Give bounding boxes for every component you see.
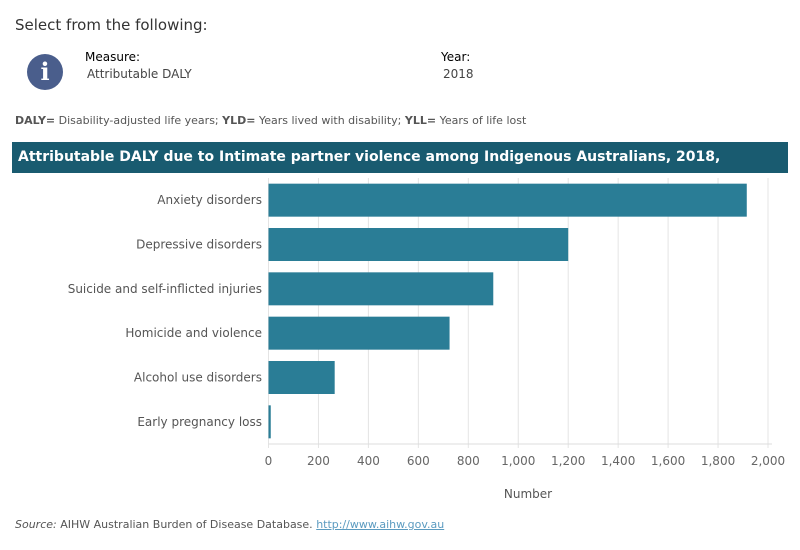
x-tick-label: 1,400	[601, 454, 635, 468]
chart-title: Attributable DALY due to Intimate partne…	[12, 142, 788, 196]
x-axis-label: Number	[504, 487, 552, 501]
x-tick-label: 800	[457, 454, 480, 468]
category-label: Suicide and self-inflicted injuries	[68, 282, 262, 296]
bar[interactable]	[268, 272, 494, 306]
x-tick-label: 1,200	[551, 454, 585, 468]
x-tick-label: 600	[407, 454, 430, 468]
bar[interactable]	[268, 361, 335, 394]
measure-label: Measure:	[85, 50, 141, 64]
bar[interactable]	[268, 316, 450, 350]
x-tick-label: 1,600	[651, 454, 685, 468]
measure-dropdown[interactable]: Attributable DALY	[87, 67, 192, 81]
x-tick-label: 1,000	[501, 454, 535, 468]
abbreviation-note: DALY= Disability-adjusted life years; YL…	[15, 114, 527, 127]
x-tick-label: 2,000	[751, 454, 785, 468]
bar[interactable]	[268, 228, 569, 261]
select-title: Select from the following:	[15, 16, 208, 34]
source-note: Source: AIHW Australian Burden of Diseas…	[15, 518, 445, 531]
info-circle-icon[interactable]: i	[27, 54, 63, 90]
x-tick-label: 200	[307, 454, 330, 468]
bar[interactable]	[268, 183, 747, 217]
category-label: Anxiety disorders	[157, 193, 262, 207]
category-label: Alcohol use disorders	[134, 371, 262, 385]
source-link[interactable]: http://www.aihw.gov.au	[316, 518, 445, 531]
category-label: Homicide and violence	[125, 326, 262, 340]
category-label: Depressive disorders	[136, 238, 262, 252]
year-label: Year:	[441, 50, 471, 64]
x-tick-label: 0	[265, 454, 273, 468]
x-tick-label: 400	[357, 454, 380, 468]
category-label: Early pregnancy loss	[137, 415, 262, 429]
bar[interactable]	[268, 405, 271, 439]
year-dropdown[interactable]: 2018	[443, 67, 474, 81]
x-tick-label: 1,800	[701, 454, 735, 468]
